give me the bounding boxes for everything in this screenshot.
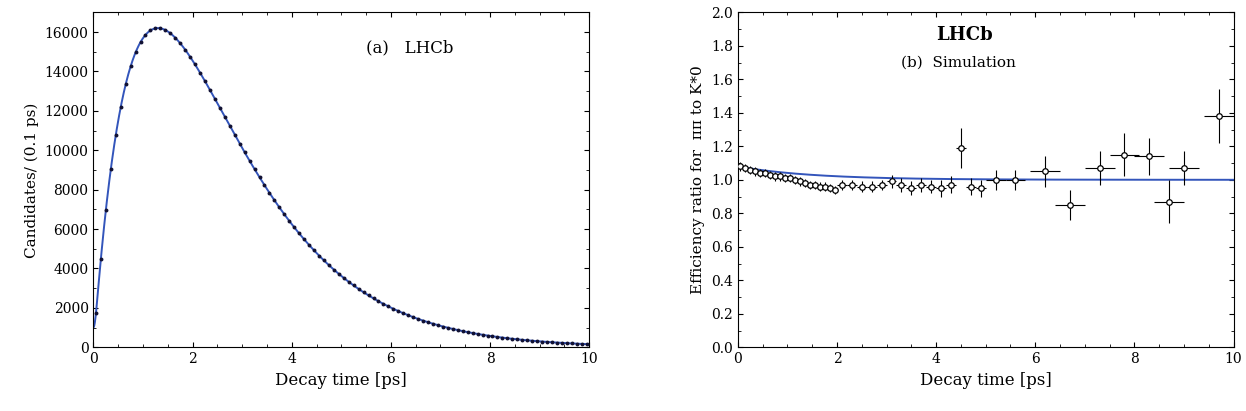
Text: LHCb: LHCb bbox=[936, 26, 993, 44]
X-axis label: Decay time [ps]: Decay time [ps] bbox=[920, 372, 1052, 389]
Y-axis label: Efficiency ratio for  ππ to K*0: Efficiency ratio for ππ to K*0 bbox=[692, 65, 705, 294]
X-axis label: Decay time [ps]: Decay time [ps] bbox=[275, 372, 407, 389]
Text: (a)   LHCb: (a) LHCb bbox=[366, 39, 454, 56]
Text: (b)  Simulation: (b) Simulation bbox=[901, 56, 1017, 70]
Y-axis label: Candidates/ (0.1 ps): Candidates/ (0.1 ps) bbox=[25, 102, 39, 258]
